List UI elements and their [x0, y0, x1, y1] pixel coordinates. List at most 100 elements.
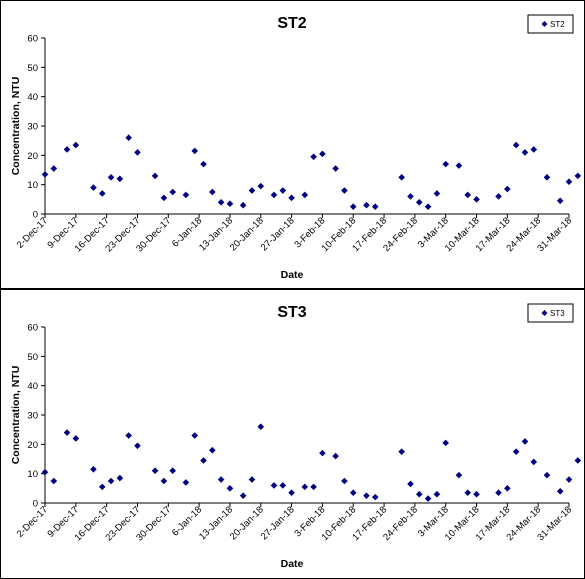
chart-panel-st2: ST2 ST2 Concentration, NTU Date 0 10 20 30 4… — [0, 0, 585, 289]
data-point — [363, 201, 370, 209]
chart-title: ST2 — [277, 15, 306, 32]
data-point — [72, 141, 80, 149]
x-tick-label: 27-Jan-18 — [259, 504, 297, 542]
data-point — [98, 483, 106, 491]
y-tick-label: 10 — [27, 180, 38, 191]
data-point — [50, 165, 58, 172]
data-point — [90, 184, 97, 191]
data-point — [349, 489, 357, 497]
data-point — [191, 432, 199, 439]
x-axis-label: Date — [281, 269, 304, 281]
y-tick-label: 30 — [27, 411, 38, 422]
legend-box — [527, 303, 574, 323]
data-point — [556, 197, 564, 205]
data-point — [125, 432, 132, 439]
data-point — [543, 174, 551, 181]
data-point — [288, 194, 295, 202]
data-point — [160, 194, 168, 202]
data-point — [41, 468, 49, 476]
chart-title: ST3 — [277, 304, 306, 321]
data-point — [495, 489, 502, 497]
data-point — [209, 188, 216, 196]
data-point — [543, 471, 551, 479]
y-tick-label: 40 — [27, 92, 38, 103]
y-tick-label: 60 — [27, 323, 38, 334]
data-point — [270, 191, 278, 199]
y-tick-label: 20 — [27, 151, 38, 162]
data-points — [41, 134, 582, 210]
data-point — [415, 198, 423, 206]
y-axis-label: Concentration, NTU — [10, 366, 22, 465]
data-point — [332, 165, 339, 172]
data-point — [248, 476, 256, 483]
data-point — [239, 492, 247, 499]
y-axis-label: Concentration, NTU — [10, 77, 22, 176]
data-point — [530, 146, 538, 153]
data-point — [332, 452, 339, 460]
data-point — [151, 467, 159, 475]
data-point — [433, 490, 441, 498]
data-point — [301, 483, 309, 491]
x-tick-label: 27-Jan-18 — [259, 215, 297, 253]
data-point — [495, 193, 502, 200]
y-tick-label: 60 — [27, 34, 38, 45]
data-point — [288, 489, 295, 497]
data-point — [217, 476, 225, 483]
legend-label: ST3 — [550, 309, 565, 318]
data-point — [341, 477, 348, 485]
data-point — [407, 480, 414, 488]
y-tick-label: 0 — [33, 210, 38, 221]
data-point — [169, 467, 176, 475]
data-point — [279, 482, 287, 489]
data-point — [371, 493, 379, 501]
data-points — [41, 423, 582, 502]
data-point — [310, 153, 317, 161]
data-point — [424, 495, 432, 502]
data-point — [125, 134, 132, 142]
data-point — [160, 477, 168, 485]
data-point — [270, 482, 278, 489]
data-point — [279, 187, 287, 194]
data-point — [473, 490, 480, 498]
chart-st3: ST3 ST3 Concentration, NTU Date 0 10 20 30 4… — [10, 303, 582, 570]
data-point — [116, 474, 124, 482]
data-point — [182, 191, 190, 199]
data-point — [169, 188, 176, 196]
data-point — [556, 487, 564, 495]
data-point — [349, 203, 357, 210]
data-point — [521, 438, 529, 445]
data-point — [301, 191, 309, 199]
data-point — [41, 171, 49, 178]
legend: ST2 — [527, 14, 574, 34]
y-tick-label: 30 — [27, 122, 38, 133]
data-point — [521, 149, 529, 156]
data-point — [310, 483, 317, 491]
data-point — [72, 435, 80, 442]
data-point — [257, 182, 265, 190]
x-axis-label: Date — [281, 558, 304, 570]
legend-marker — [541, 310, 548, 316]
chart-panel-st3: ST3 ST3 Concentration, NTU Date 0 10 20 30 4… — [0, 289, 585, 579]
data-point — [415, 490, 423, 498]
data-point — [182, 479, 190, 486]
data-point — [116, 175, 124, 183]
data-point — [257, 423, 265, 431]
y-tick-label: 50 — [27, 352, 38, 363]
data-point — [565, 476, 573, 483]
x-tick-label: 2-Dec-17 — [15, 504, 50, 539]
x-tick-label: 2-Dec-17 — [15, 215, 50, 250]
data-point — [341, 187, 348, 194]
data-point — [464, 489, 472, 497]
data-point — [209, 446, 216, 454]
data-point — [134, 149, 141, 156]
data-point — [424, 203, 432, 210]
data-point — [319, 150, 326, 158]
data-point — [226, 485, 234, 492]
data-point — [226, 200, 234, 208]
data-point — [63, 146, 71, 153]
y-tick-label: 0 — [33, 499, 38, 510]
axes — [44, 38, 569, 215]
data-point — [200, 457, 207, 464]
data-point — [574, 457, 582, 464]
y-tick-label: 20 — [27, 440, 38, 451]
